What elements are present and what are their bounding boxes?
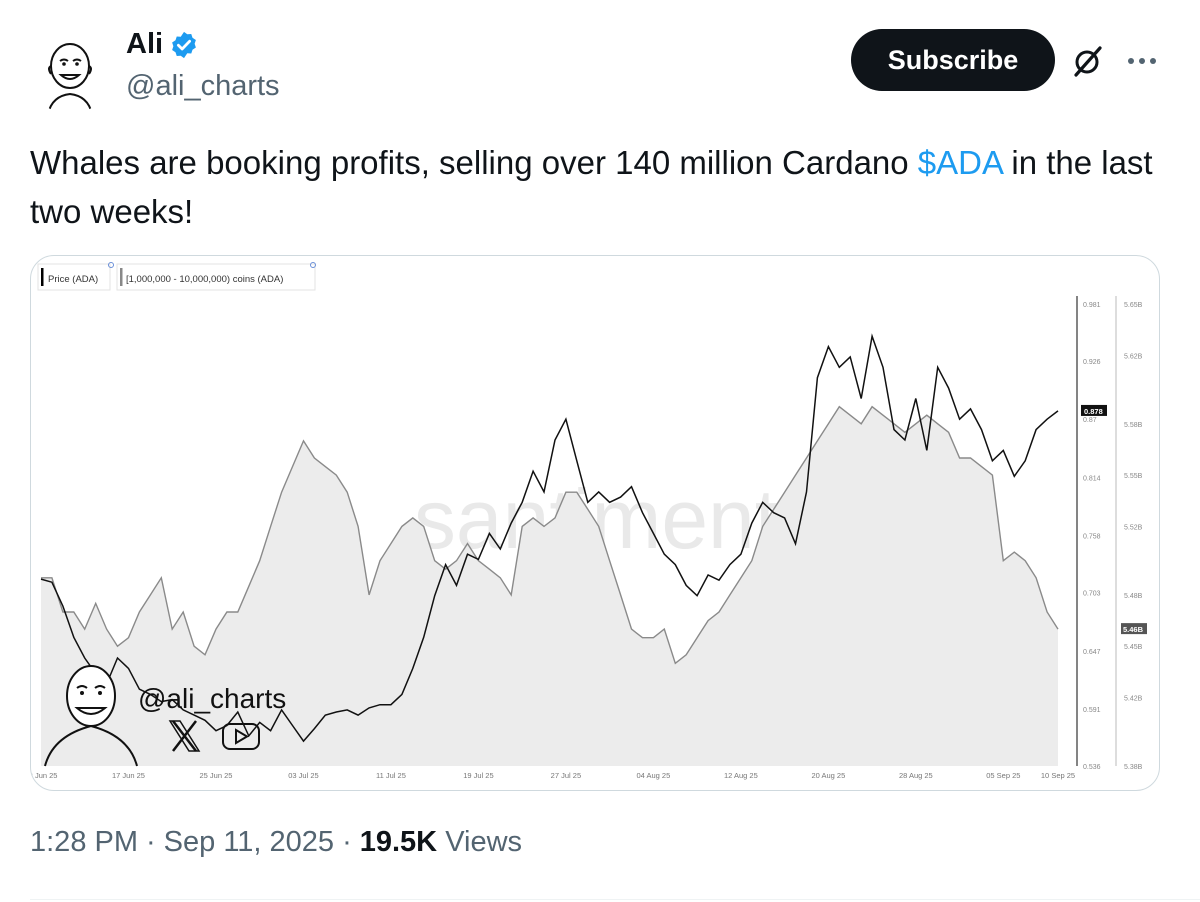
- whale-holdings-area: [41, 406, 1058, 766]
- x-tick-label: 05 Sep 25: [986, 771, 1020, 780]
- x-tick-label: 10 Sep 25: [1041, 771, 1075, 780]
- x-tick-label: 17 Jun 25: [112, 771, 145, 780]
- y-right-tick-label: 5.45B: [1124, 644, 1143, 651]
- x-tick-label: 28 Aug 25: [899, 771, 933, 780]
- chart-svg: Price (ADA) [1,000,000 - 10,000,000) coi…: [31, 262, 1147, 780]
- y-right-tick-label: 5.52B: [1124, 524, 1143, 531]
- x-logo-icon: [168, 720, 201, 752]
- y-left-tick-label: 0.926: [1083, 359, 1101, 366]
- current-holdings-badge: 5.46B: [1123, 625, 1144, 634]
- legend-price: Price (ADA): [48, 274, 98, 285]
- y-right-tick-label: 5.65B: [1124, 302, 1143, 309]
- meta-separator: ·: [146, 826, 156, 858]
- y-left-tick-label: 0.981: [1083, 302, 1101, 309]
- tweet-text: Whales are booking profits, selling over…: [30, 138, 1180, 236]
- chart-y-axis-right: 5.65B 5.62B 5.58B 5.55B 5.52B 5.48B 5.45B 5.42B…: [1121, 302, 1147, 771]
- price-line: [40, 333, 1059, 743]
- verified-badge-icon: [172, 31, 196, 58]
- y-right-tick-label: 5.62B: [1124, 353, 1143, 360]
- x-tick-label: 12 Aug 25: [724, 771, 758, 780]
- y-left-tick-label: 0.703: [1083, 591, 1101, 598]
- views-count: 19.5K: [359, 826, 438, 858]
- x-tick-label: 27 Jul 25: [551, 771, 581, 780]
- x-tick-label: 20 Aug 25: [811, 771, 845, 780]
- y-left-tick-label: 0.536: [1083, 764, 1101, 771]
- chart-plot-area: [40, 333, 1059, 766]
- tweet-time[interactable]: 1:28 PM: [30, 826, 138, 858]
- tweet-date[interactable]: Sep 11, 2025: [163, 826, 335, 858]
- x-tick-label: 19 Jul 25: [463, 771, 493, 780]
- subscribe-button[interactable]: Subscribe: [851, 29, 1055, 91]
- y-right-tick-label: 5.58B: [1124, 422, 1143, 429]
- youtube-logo-icon: [222, 723, 260, 750]
- tweet-media-chart[interactable]: Price (ADA) [1,000,000 - 10,000,000) coi…: [30, 255, 1160, 791]
- overlay-branding: @ali_charts: [44, 665, 286, 767]
- y-left-tick-label: 0.647: [1083, 649, 1101, 656]
- slashed-circle-icon[interactable]: [1070, 44, 1104, 78]
- tweet-text-after: in the last two weeks!: [30, 144, 1153, 230]
- y-right-tick-label: 5.48B: [1124, 593, 1143, 600]
- x-tick-label: 09 Jun 25: [31, 771, 57, 780]
- overlay-handle: @ali_charts: [138, 683, 286, 714]
- y-left-tick-label: 0.814: [1083, 475, 1101, 482]
- whale-holdings-line: [41, 405, 1059, 665]
- x-tick-label: 04 Aug 25: [636, 771, 670, 780]
- x-tick-label: 03 Jul 25: [288, 771, 318, 780]
- chart-x-axis: 09 Jun 25 17 Jun 25 25 Jun 25 03 Jul 25 11 J…: [31, 771, 1075, 780]
- author-display-name[interactable]: Ali: [126, 28, 164, 60]
- x-tick-label: 11 Jul 25: [376, 771, 406, 780]
- cashtag-link[interactable]: $ADA: [917, 144, 1003, 181]
- views-label: Views: [445, 826, 523, 858]
- author-avatar[interactable]: [28, 30, 112, 114]
- chart-legend: Price (ADA) [1,000,000 - 10,000,000) coi…: [37, 262, 316, 291]
- y-right-tick-label: 5.42B: [1124, 696, 1143, 703]
- more-dots-icon[interactable]: [1124, 46, 1160, 76]
- y-left-tick-label: 0.591: [1083, 707, 1101, 714]
- tweet-meta: 1:28 PM · Sep 11, 2025 · 19.5K Views: [30, 826, 522, 859]
- avatar-face-icon: [28, 30, 112, 114]
- meta-separator: ·: [342, 826, 352, 858]
- divider: [30, 899, 1200, 900]
- author-name-row[interactable]: Ali: [126, 28, 199, 61]
- tweet-text-before: Whales are booking profits, selling over…: [30, 144, 918, 181]
- chart-y-axis-left: 0.981 0.926 0.87 0.814 0.758 0.703 0.647 0.591 0…: [1081, 302, 1107, 771]
- y-right-tick-label: 5.55B: [1124, 473, 1143, 480]
- x-tick-label: 25 Jun 25: [199, 771, 232, 780]
- author-handle[interactable]: @ali_charts: [126, 70, 280, 102]
- y-right-tick-label: 5.38B: [1124, 764, 1143, 771]
- y-left-tick-label: 0.758: [1083, 534, 1101, 541]
- y-left-tick-label: 0.87: [1083, 417, 1097, 424]
- current-price-badge: 0.878: [1084, 407, 1103, 416]
- legend-whale-holdings: [1,000,000 - 10,000,000) coins (ADA): [126, 274, 283, 285]
- overlay-avatar-icon: [44, 665, 138, 767]
